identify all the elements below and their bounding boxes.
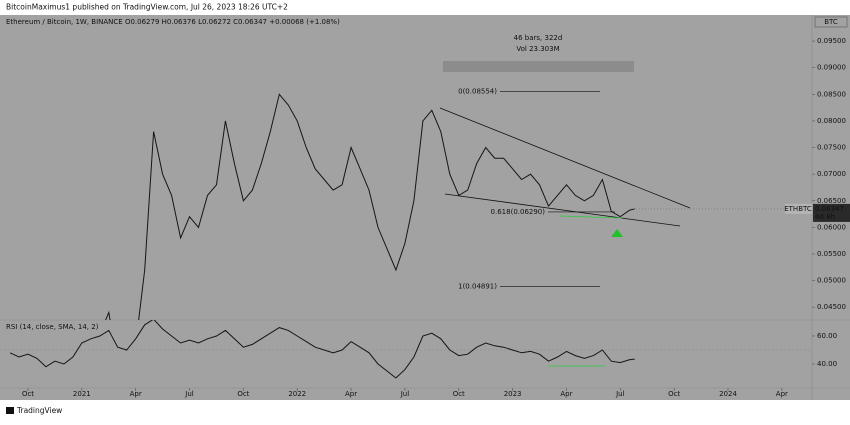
x-tick-label: Apr [776, 390, 788, 398]
x-tick-label: Oct [453, 390, 465, 398]
y-tick-label: 0.09500 [817, 37, 846, 45]
x-tick-label: Jul [400, 390, 410, 398]
x-tick-label: 2023 [504, 390, 522, 398]
y-tick-label: 0.04500 [817, 303, 846, 311]
x-tick-label: Oct [237, 390, 249, 398]
plot [9, 320, 635, 379]
range-box [443, 61, 634, 72]
y-tick-label: 0.05000 [817, 277, 846, 285]
price-tag [813, 203, 850, 222]
annotation: 46 bars, 322d [514, 34, 563, 42]
y-tick-label: 0.06500 [817, 197, 846, 205]
x-tick-label: Jul [615, 390, 625, 398]
x-tick-label: 2024 [719, 390, 737, 398]
x-tick-label: Apr [345, 390, 357, 398]
y-tick-label: 0.08000 [817, 117, 846, 125]
y-tick-label: 0.09000 [817, 64, 846, 72]
lower-trendline [444, 193, 681, 227]
fib-label: 0(0.08554) [458, 87, 497, 95]
currency-box [814, 16, 848, 28]
footer: TradingView [16, 406, 62, 415]
y-tick-label: 60.00 [817, 332, 837, 340]
annotation: Vol 23.303M [516, 45, 559, 53]
fib-label: 0.618(0.06290) [491, 208, 546, 216]
x-tick-label: Jul [184, 390, 194, 398]
x-tick-label: Apr [130, 390, 142, 398]
up-arrow [611, 229, 623, 237]
y-tick-label: 0.08500 [817, 90, 846, 98]
y-tick-label: 0.06000 [817, 223, 846, 231]
pane-title: RSI (14, close, SMA, 14, 2) [6, 323, 99, 331]
series-line [9, 320, 635, 379]
x-tick-label: 2021 [73, 390, 91, 398]
symbol-line: Ethereum / Bitcoin, 1W, BINANCE O0.06279… [6, 18, 340, 26]
footer-bar [0, 400, 850, 421]
upper-trendline [439, 107, 691, 209]
support-line [559, 215, 623, 219]
symbol-label: ETHBTC [784, 205, 812, 213]
currency: BTC [824, 18, 838, 26]
y-tick-label: 0.07000 [817, 170, 846, 178]
top-bar [0, 0, 850, 15]
series-line [105, 93, 635, 320]
x-tick-label: 2022 [288, 390, 306, 398]
fib-label: 1(0.04891) [458, 282, 497, 290]
countdown: 4d 8h [815, 213, 835, 221]
chart-bg [0, 15, 850, 400]
last-price-label: 0.06347 [815, 205, 844, 213]
x-tick-label: Apr [560, 390, 572, 398]
y-tick-label: 40.00 [817, 360, 837, 368]
logo [6, 407, 14, 414]
y-tick-label: 0.05500 [817, 250, 846, 258]
symbol-tag [785, 203, 812, 214]
publisher: BitcoinMaximus1 published on TradingView… [6, 3, 288, 12]
x-tick-label: Oct [668, 390, 680, 398]
plot [105, 93, 635, 320]
x-tick-label: Oct [22, 390, 34, 398]
y-tick-label: 0.07500 [817, 144, 846, 152]
